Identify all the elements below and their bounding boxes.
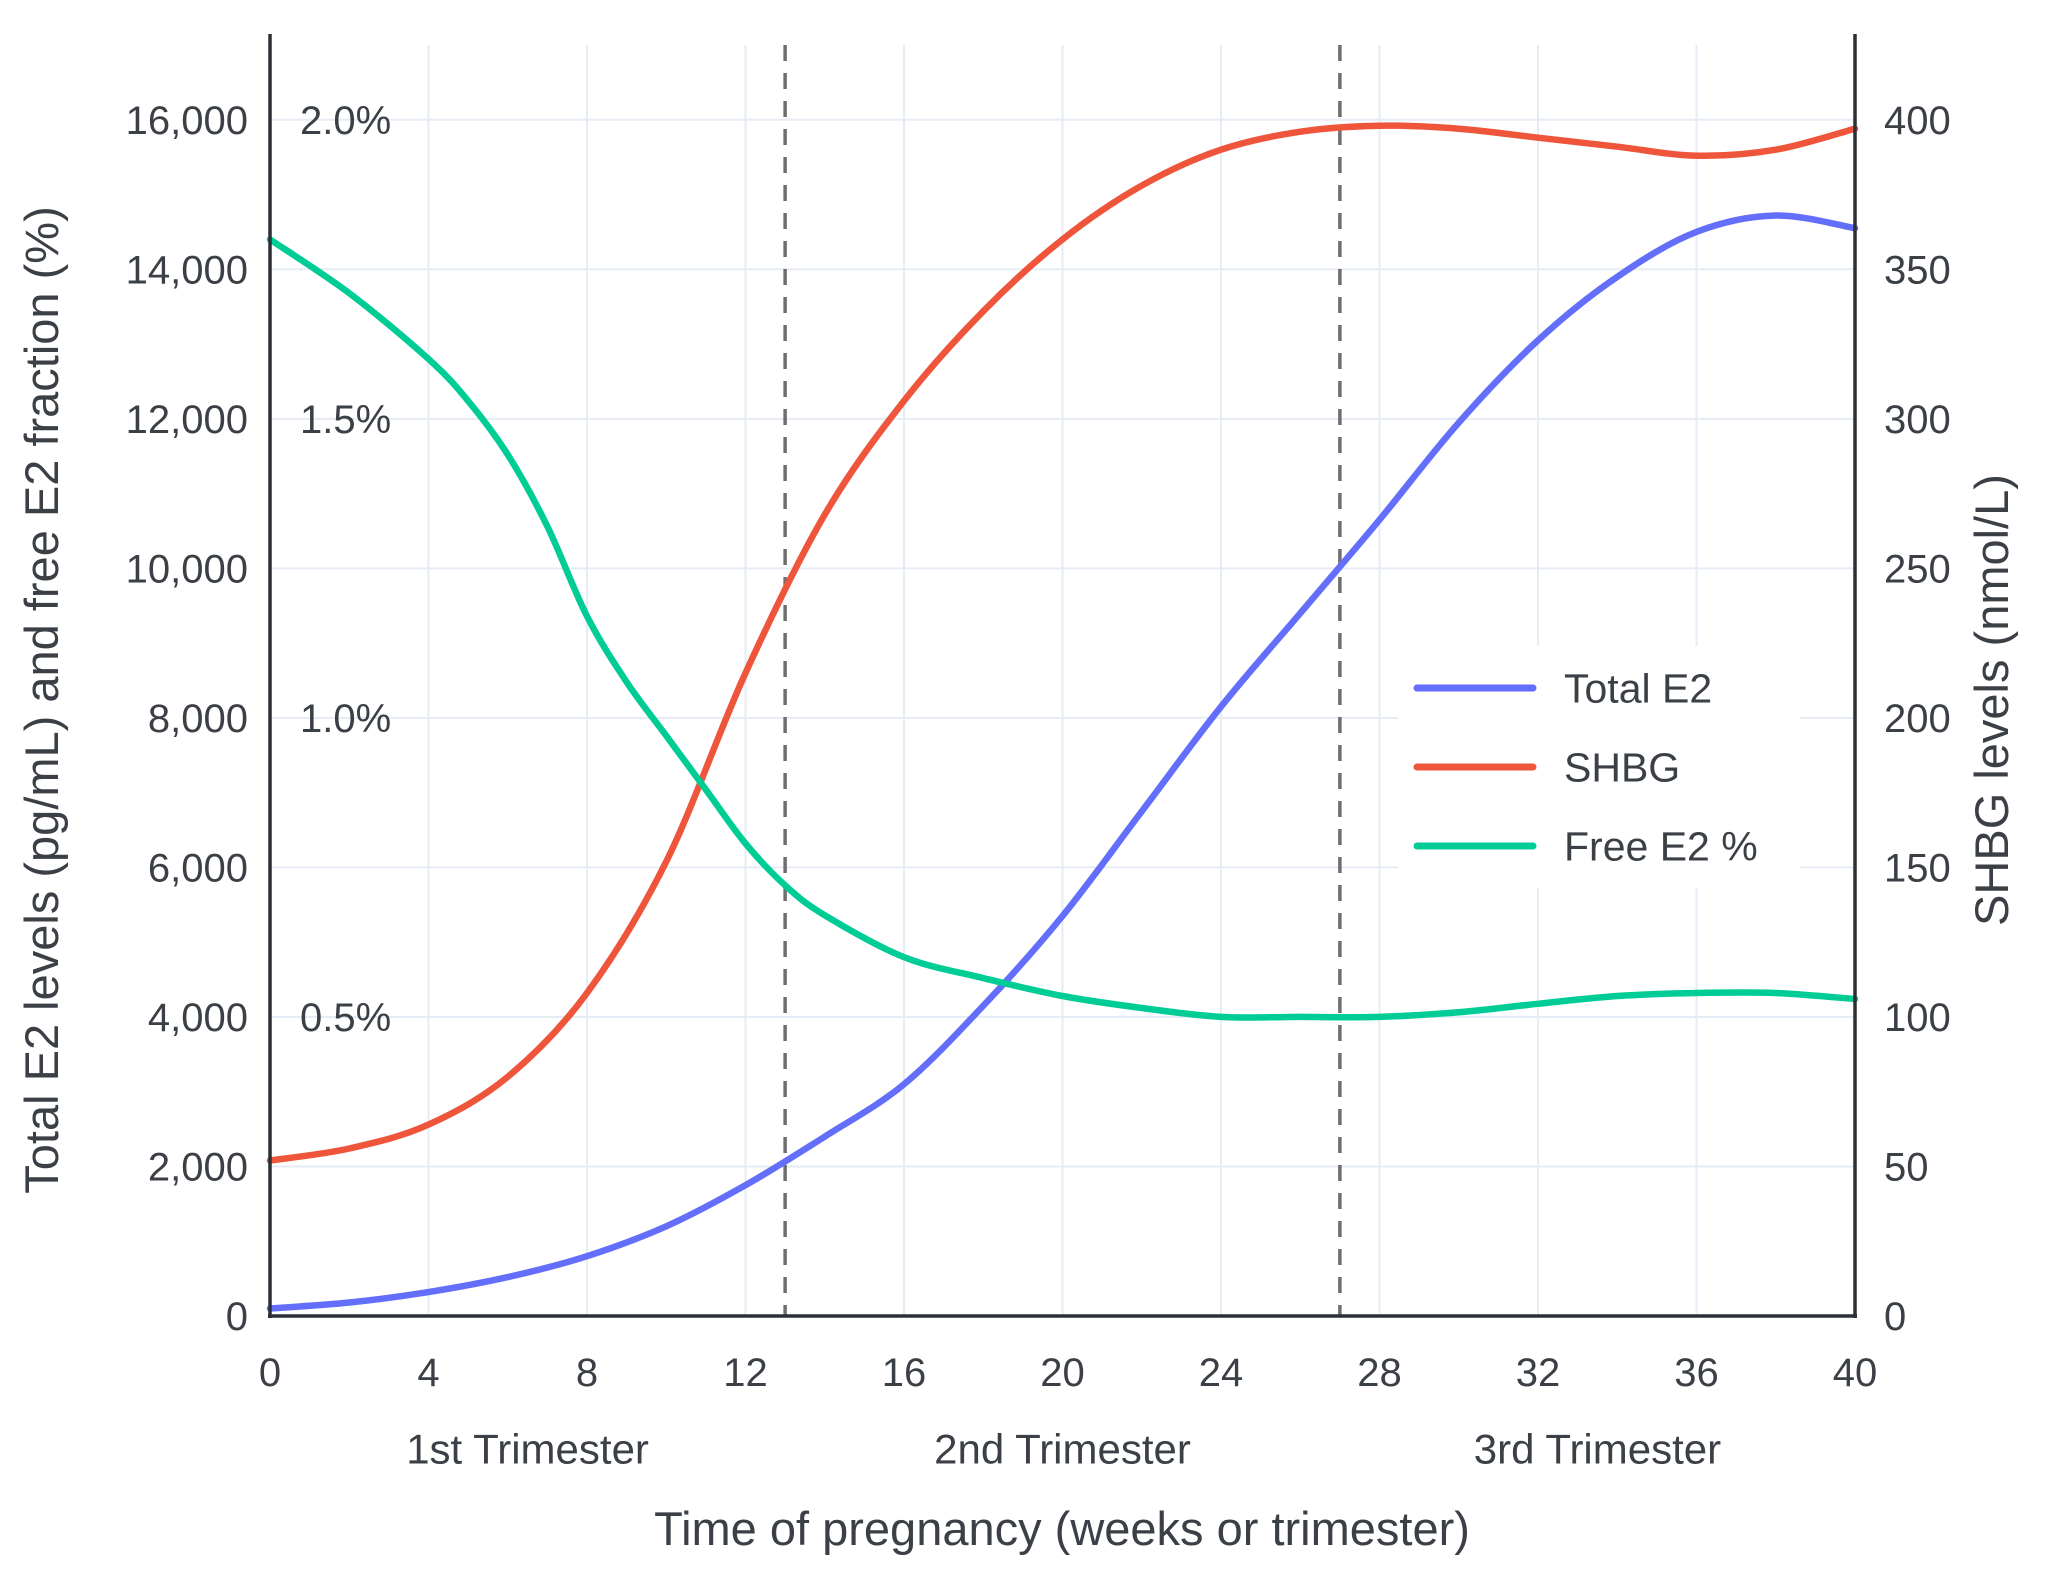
- left-y-tick-label: 8,000: [148, 697, 248, 741]
- legend-entry-total-e2[interactable]: Total E2: [1413, 665, 1712, 711]
- series-layer: [266, 122, 1859, 1312]
- x-tick-label: 28: [1357, 1351, 1402, 1395]
- left-y-tick-label: 6,000: [148, 846, 248, 890]
- right-y-tick-label: 400: [1884, 99, 1951, 143]
- right-y-tick-label: 150: [1884, 846, 1951, 890]
- x-tick-label: 36: [1674, 1351, 1719, 1395]
- left-y-tick-label: 4,000: [148, 996, 248, 1040]
- free-e2--line: [266, 236, 1859, 1021]
- x-tick-label: 12: [723, 1351, 768, 1395]
- x-tick-label: 40: [1833, 1351, 1878, 1395]
- shbg-line: [266, 122, 1859, 1164]
- left-y-tick-label: 14,000: [126, 248, 248, 292]
- x-tick-label: 24: [1199, 1351, 1244, 1395]
- total-e2-line: [266, 212, 1859, 1312]
- left-y-tick-label: 16,000: [126, 99, 248, 143]
- right-y-axis-title: SHBG levels (nmol/L): [1965, 474, 2018, 926]
- right-y-tick-label: 50: [1884, 1145, 1929, 1189]
- right-y-tick-label: 300: [1884, 398, 1951, 442]
- legend: Total E2 SHBG Free E2 %: [1398, 646, 1800, 888]
- x-tick-label: 8: [576, 1351, 598, 1395]
- free-e2-percent-tick-label: 0.5%: [300, 996, 391, 1040]
- right-y-tick-label: 350: [1884, 248, 1951, 292]
- right-y-tick-label: 0: [1884, 1295, 1906, 1339]
- x-tick-label: 32: [1516, 1351, 1561, 1395]
- left-y-axis-title: Total E2 levels (pg/mL) and free E2 frac…: [15, 206, 68, 1193]
- x-tick-label: 4: [417, 1351, 439, 1395]
- legend-entry-label: Free E2 %: [1564, 823, 1758, 869]
- tick-label-layer: 0 2,000 4,000 6,000 8,000 10,000 12,000 14,000 1…: [126, 99, 1951, 1473]
- trimester-label: 2nd Trimester: [934, 1426, 1191, 1473]
- left-y-tick-label: 12,000: [126, 398, 248, 442]
- right-y-tick-label: 200: [1884, 697, 1951, 741]
- x-tick-label: 16: [882, 1351, 927, 1395]
- legend-entry-free-e2-[interactable]: Free E2 %: [1413, 823, 1758, 869]
- right-y-tick-label: 250: [1884, 547, 1951, 591]
- legend-entry-label: SHBG: [1564, 744, 1680, 790]
- legend-entry-shbg[interactable]: SHBG: [1413, 744, 1680, 790]
- free-e2-percent-tick-label: 1.5%: [300, 398, 391, 442]
- free-e2-percent-tick-label: 2.0%: [300, 99, 391, 143]
- x-tick-label: 0: [259, 1351, 281, 1395]
- trimester-divider-layer: [783, 45, 1342, 1316]
- left-y-tick-label: 2,000: [148, 1145, 248, 1189]
- axis-layer: [268, 34, 1857, 1318]
- trimester-label: 1st Trimester: [406, 1426, 649, 1473]
- left-y-tick-label: 10,000: [126, 547, 248, 591]
- left-y-tick-label: 0: [226, 1295, 248, 1339]
- right-y-tick-label: 100: [1884, 996, 1951, 1040]
- x-tick-label: 20: [1040, 1351, 1085, 1395]
- axis-title-layer: Time of pregnancy (weeks or trimester) T…: [15, 206, 2018, 1555]
- trimester-label: 3rd Trimester: [1474, 1426, 1721, 1473]
- x-axis-title: Time of pregnancy (weeks or trimester): [654, 1502, 1470, 1555]
- legend-entry-label: Total E2: [1564, 665, 1712, 711]
- free-e2-percent-tick-label: 1.0%: [300, 697, 391, 741]
